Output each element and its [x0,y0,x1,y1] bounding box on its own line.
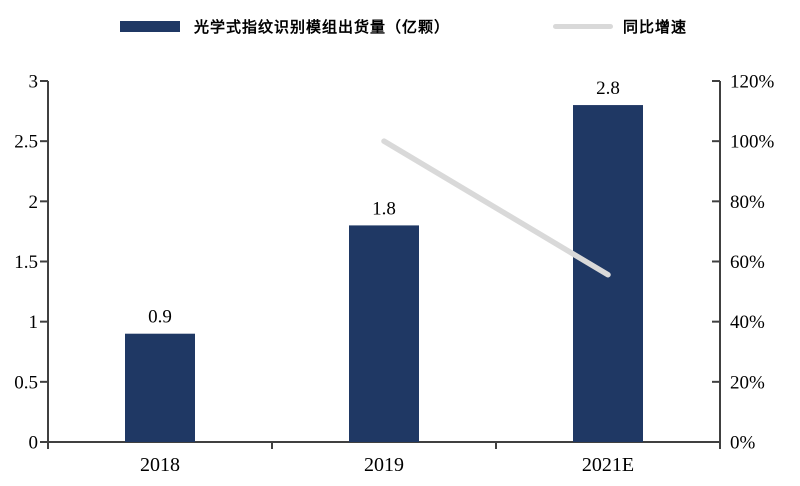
bar-value-label: 0.9 [148,307,172,328]
x-axis-category-label: 2018 [140,454,180,476]
y-axis-right-label: 60% [730,252,765,273]
bar-value-label: 1.8 [372,198,396,219]
y-axis-right-label: 40% [730,312,765,333]
y-axis-left-label: 2 [29,192,39,213]
y-axis-left-label: 0.5 [14,372,38,393]
y-axis-left-label: 3 [29,72,39,93]
y-axis-right-label: 20% [730,372,765,393]
y-axis-right-label: 100% [730,132,775,153]
y-axis-right-label: 80% [730,192,765,213]
y-axis-left-label: 1.5 [14,252,38,273]
legend-label-shipments: 光学式指纹识别模组出货量（亿颗） [194,19,451,36]
y-axis-left-label: 0 [29,433,39,454]
y-axis-left-label: 1 [29,312,39,333]
bar-value-label: 2.8 [596,78,620,99]
x-axis-category-label: 2019 [364,454,404,476]
legend-label-growth: 同比增速 [623,19,688,36]
bar-2018 [125,333,195,442]
legend-line-swatch [553,23,613,29]
legend-bar-swatch [120,20,180,32]
bar-2019 [349,225,419,442]
y-axis-left-label: 2.5 [14,132,38,153]
legend-item-growth[interactable]: 同比增速 [553,16,687,36]
y-axis-right-label: 120% [730,72,775,93]
growth-line [381,138,611,278]
y-axis-right-label: 0% [730,433,756,454]
x-axis-category-label: 2021E [582,454,634,476]
legend-item-shipments[interactable]: 光学式指纹识别模组出货量（亿颗） [120,16,450,36]
